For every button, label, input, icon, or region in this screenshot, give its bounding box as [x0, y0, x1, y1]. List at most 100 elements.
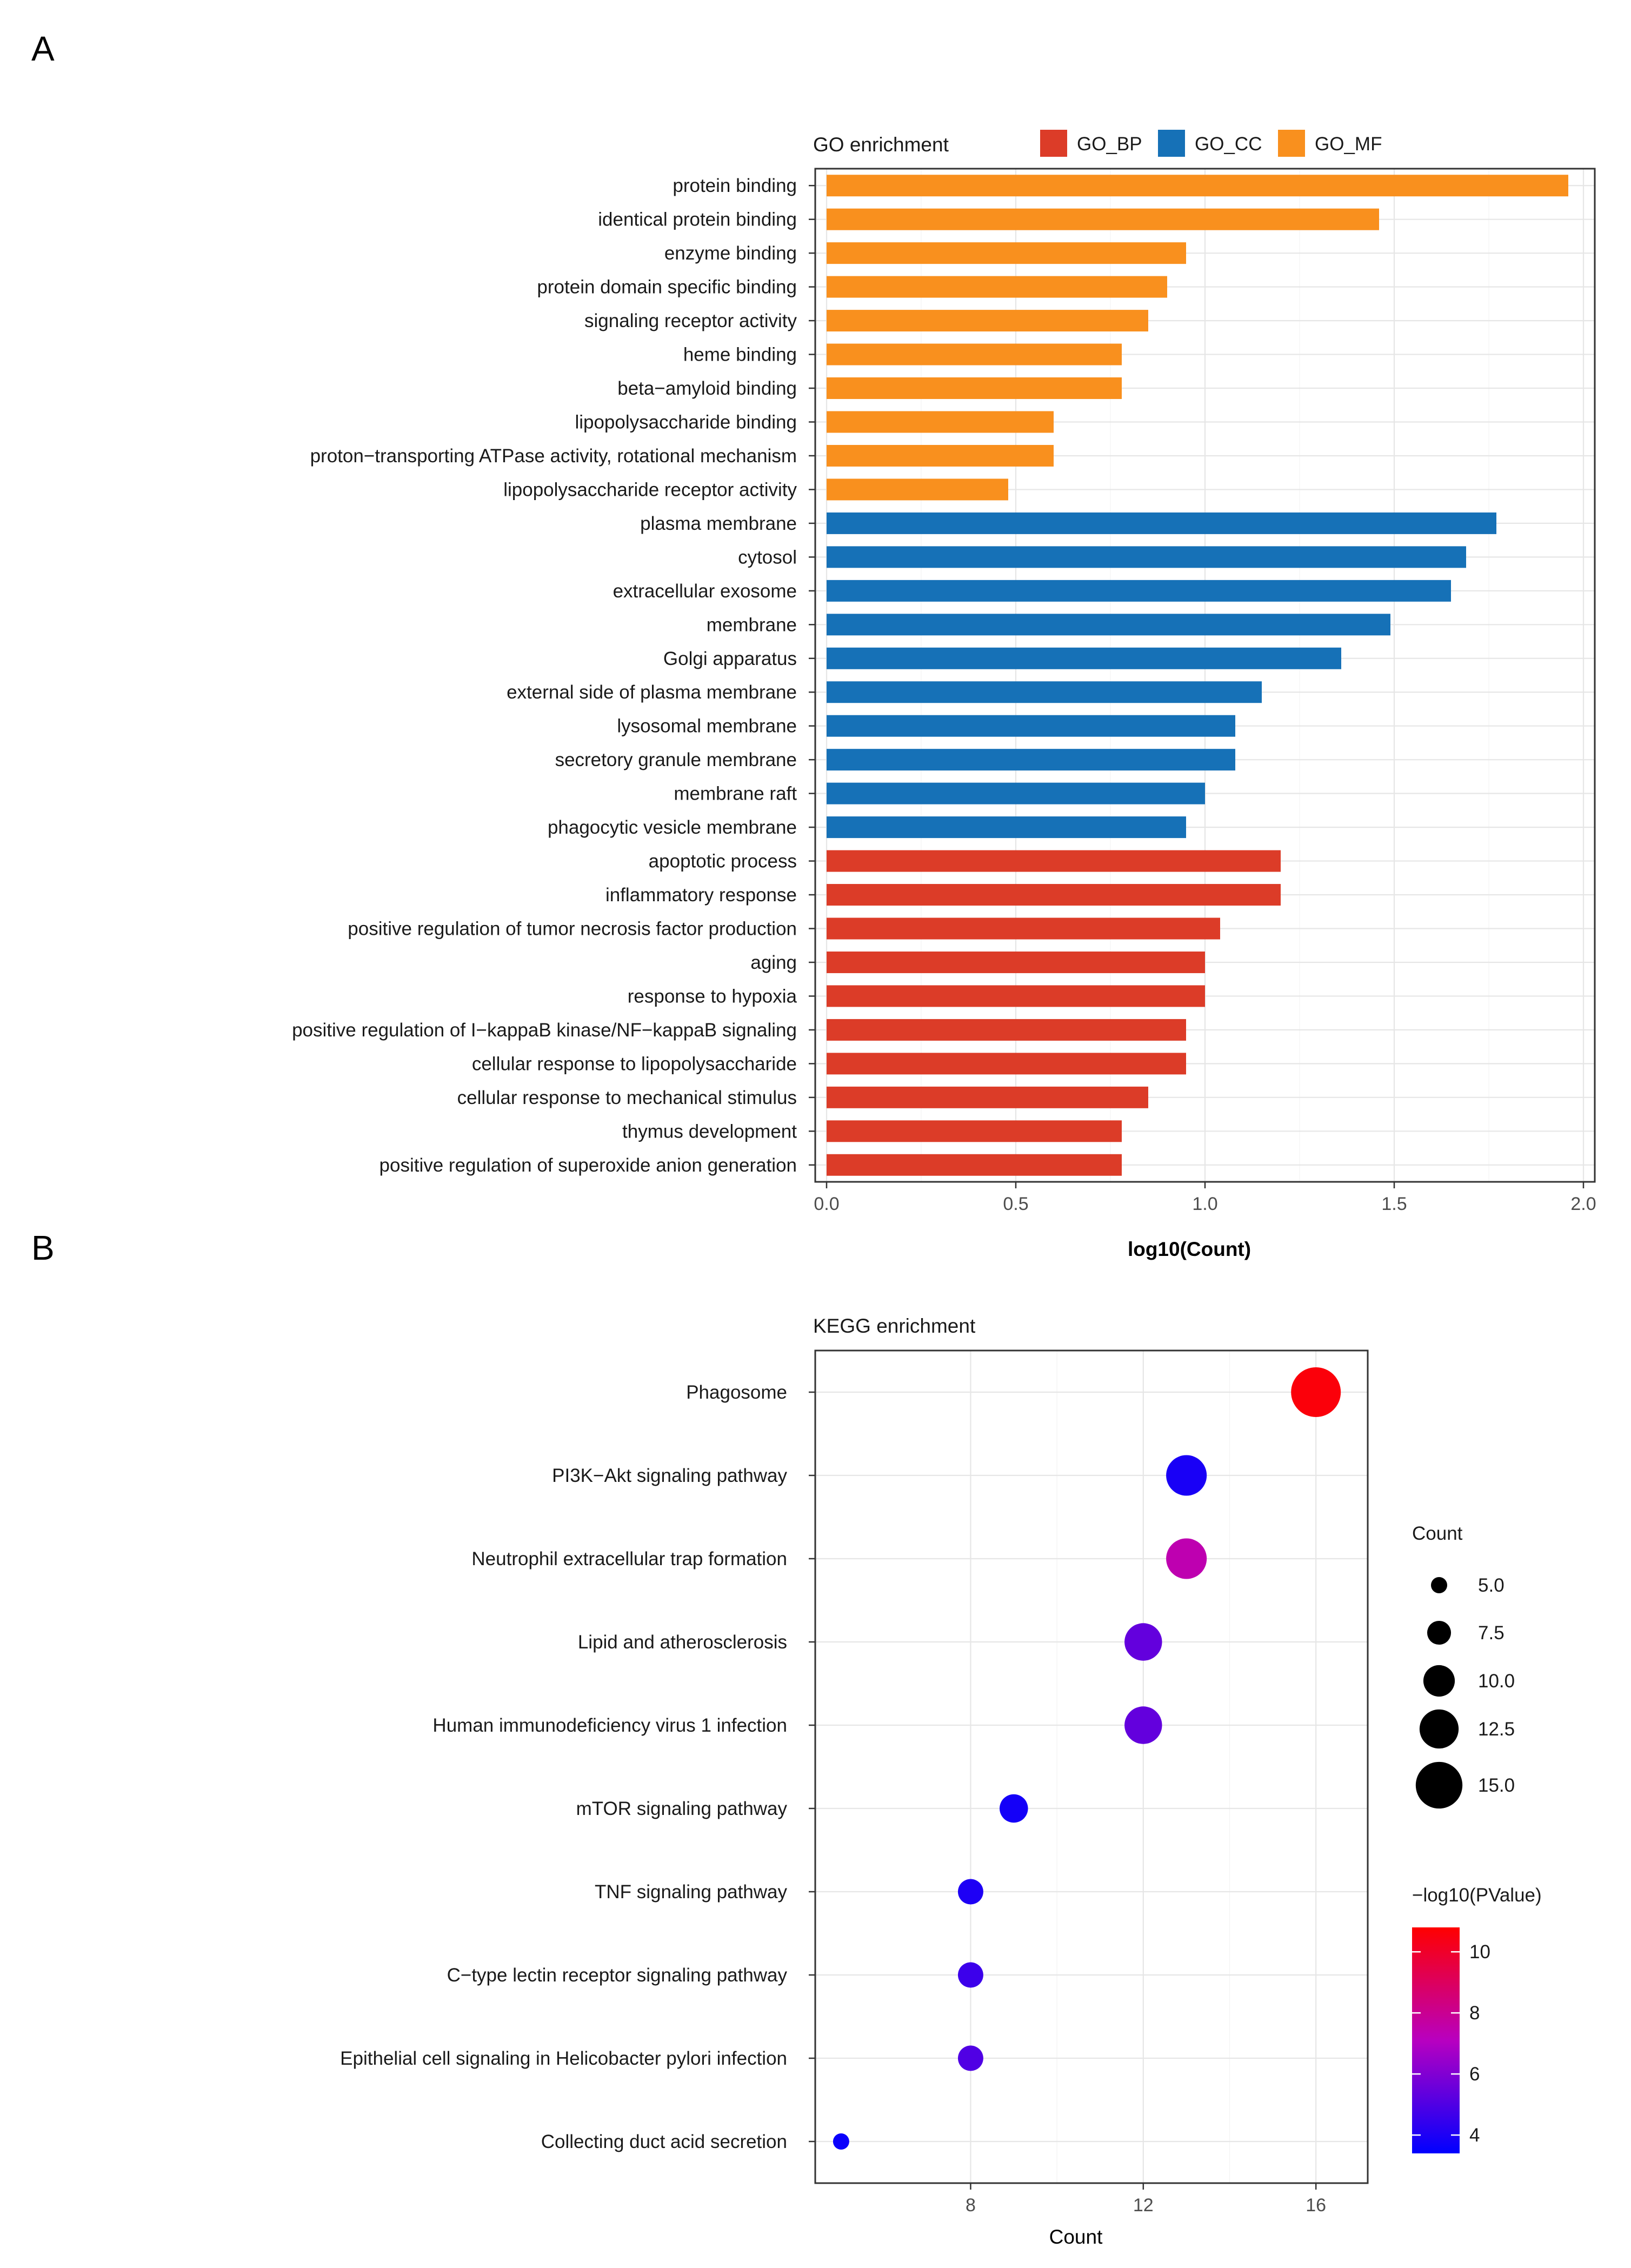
go-category-label: inflammatory response: [605, 884, 797, 906]
go-legend-label: GO_MF: [1315, 134, 1382, 155]
kegg-category-label: TNF signaling pathway: [595, 1881, 787, 1903]
kegg-x-tick-label: 12: [1133, 2195, 1154, 2216]
go-category-label: lipopolysaccharide receptor activity: [503, 479, 797, 500]
go-category-label: external side of plasma membrane: [507, 682, 797, 703]
kegg-point: [1291, 1367, 1341, 1417]
go-x-axis-title: log10(Count): [1128, 1238, 1251, 1260]
color-legend-label: 4: [1469, 2125, 1480, 2146]
go-category-labels: protein binding identical protein binding…: [292, 175, 815, 1176]
kegg-category-label: Epithelial cell signaling in Helicobacte…: [340, 2048, 787, 2069]
go-category-label: extracellular exosome: [613, 581, 797, 602]
size-legend-circle: [1419, 1709, 1459, 1749]
kegg-x-tick-label: 16: [1306, 2195, 1326, 2216]
go-bar: [827, 715, 1235, 737]
go-category-label: lipopolysaccharide binding: [575, 412, 797, 433]
go-category-label: thymus development: [622, 1121, 797, 1142]
size-legend-circle: [1423, 1665, 1455, 1697]
go-category-label: membrane: [707, 614, 797, 635]
go-plot-frame: [814, 168, 1596, 1183]
go-legend: GO_BP GO_CC GO_MF: [1040, 130, 1382, 157]
go-category-label: aging: [750, 952, 797, 973]
kegg-point: [1124, 1623, 1162, 1661]
kegg-chart-title: KEGG enrichment: [813, 1315, 976, 1337]
kegg-point: [957, 1879, 983, 1905]
go-category-label: cytosol: [738, 547, 797, 568]
kegg-point: [1000, 1794, 1028, 1823]
go-bar: [827, 478, 1008, 501]
go-category-label: protein binding: [673, 175, 797, 196]
go-category-label: membrane raft: [674, 783, 797, 804]
go-x-tick-label: 0.5: [1003, 1194, 1028, 1214]
go-category-label: proton−transporting ATPase activity, rot…: [310, 445, 797, 467]
go-legend-label: GO_BP: [1077, 134, 1142, 155]
go-x-tick-label: 1.0: [1192, 1194, 1217, 1214]
panel-b-label: B: [31, 1228, 55, 1267]
kegg-points: [833, 1367, 1341, 2150]
panel-a-label: A: [31, 29, 55, 68]
go-category-label: apoptotic process: [649, 851, 797, 872]
go-bar: [827, 749, 1235, 771]
go-bar: [827, 647, 1341, 669]
color-legend-label: 8: [1469, 2003, 1480, 2024]
go-bar: [827, 1154, 1122, 1176]
kegg-x-ticks: 8 12 16: [966, 2183, 1326, 2216]
go-bar: [827, 546, 1466, 568]
go-bar: [827, 242, 1186, 264]
kegg-point: [833, 2133, 849, 2150]
go-bar: [827, 580, 1451, 602]
go-bar: [827, 276, 1167, 298]
go-legend-label: GO_CC: [1195, 134, 1262, 155]
go-category-label: identical protein binding: [598, 209, 797, 230]
kegg-category-label: Neutrophil extracellular trap formation: [471, 1548, 787, 1569]
go-category-label: positive regulation of I−kappaB kinase/N…: [292, 1020, 797, 1041]
size-legend-label: 5.0: [1478, 1575, 1504, 1596]
kegg-category-label: Human immunodeficiency virus 1 infection: [432, 1715, 787, 1736]
go-bar: [827, 1053, 1186, 1075]
kegg-category-label: Collecting duct acid secretion: [541, 2131, 787, 2152]
go-x-ticks: 0.0 0.5 1.0 1.5 2.0: [814, 1182, 1596, 1214]
go-chart-title: GO enrichment: [813, 134, 949, 156]
go-category-label: plasma membrane: [640, 513, 797, 534]
go-bar: [827, 1019, 1186, 1041]
go-bar: [827, 884, 1281, 906]
size-legend-title: Count: [1412, 1523, 1463, 1544]
go-category-label: Golgi apparatus: [663, 648, 797, 669]
color-legend-label: 6: [1469, 2064, 1480, 2085]
kegg-x-tick-label: 8: [966, 2195, 976, 2216]
size-legend-label: 7.5: [1478, 1622, 1504, 1644]
go-category-label: secretory granule membrane: [555, 749, 797, 770]
go-category-label: enzyme binding: [664, 243, 797, 264]
kegg-size-legend: Count 5.0 7.5 10.0 12.5 15.0: [1412, 1523, 1515, 1809]
go-category-label: cellular response to mechanical stimulus: [457, 1087, 797, 1108]
kegg-color-legend: −log10(PValue) 10 8 6 4: [1412, 1885, 1542, 2153]
go-category-label: heme binding: [683, 344, 797, 365]
go-bar: [827, 681, 1262, 703]
kegg-x-axis-title: Count: [1049, 2226, 1103, 2248]
kegg-category-label: mTOR signaling pathway: [576, 1798, 788, 1819]
go-bar: [827, 782, 1205, 804]
go-x-tick-label: 2.0: [1570, 1194, 1596, 1214]
go-category-label: positive regulation of superoxide anion …: [380, 1155, 797, 1176]
size-legend-circle: [1427, 1620, 1452, 1645]
go-bar: [827, 850, 1281, 872]
go-bar: [827, 175, 1568, 197]
go-category-label: signaling receptor activity: [584, 310, 797, 331]
go-bar: [827, 512, 1496, 534]
kegg-point: [1166, 1455, 1207, 1496]
go-bar: [827, 444, 1054, 467]
go-bar: [827, 411, 1054, 433]
go-bar: [827, 816, 1186, 839]
kegg-plot-frame: [814, 1349, 1369, 2184]
go-category-label: response to hypoxia: [628, 986, 797, 1007]
go-category-label: phagocytic vesicle membrane: [548, 817, 797, 838]
go-bar: [827, 951, 1205, 973]
kegg-point: [1166, 1538, 1207, 1579]
size-legend-label: 15.0: [1478, 1775, 1515, 1796]
color-legend-label: 10: [1469, 1941, 1490, 1963]
go-bar: [827, 985, 1205, 1007]
go-category-label: protein domain specific binding: [537, 277, 797, 298]
go-legend-swatch: [1158, 130, 1185, 157]
go-bar: [827, 310, 1148, 332]
go-bar: [827, 614, 1390, 636]
